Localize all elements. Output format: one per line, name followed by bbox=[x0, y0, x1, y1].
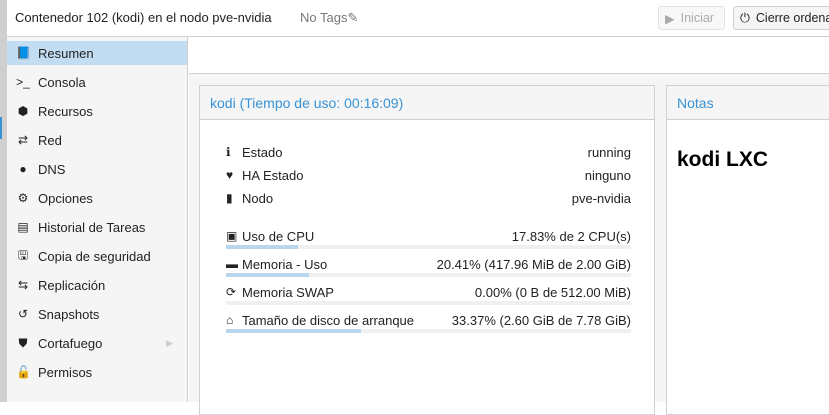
resource-label: Memoria - Uso bbox=[242, 256, 328, 272]
sidebar-item-opciones[interactable]: ⚙ Opciones bbox=[7, 186, 187, 210]
resource-progress-bar bbox=[226, 273, 631, 277]
sidebar-item-replicaci-n[interactable]: ⇆ Replicación bbox=[7, 273, 187, 297]
floppy-icon: 🖫 bbox=[17, 247, 29, 262]
book-icon: 📘 bbox=[16, 46, 31, 60]
start-label: Iniciar bbox=[680, 11, 714, 25]
page-title: Contenedor 102 (kodi) en el nodo pve-nvi… bbox=[15, 10, 272, 25]
notes-title: Notas bbox=[667, 86, 829, 120]
start-button[interactable]: ▶ Iniciar bbox=[658, 6, 725, 30]
shield-icon: ⛊ bbox=[18, 335, 28, 350]
resource-row: ⌂ Tamaño de disco de arranque 33.37% (2.60… bbox=[226, 310, 631, 330]
shutdown-button[interactable]: ⏻ Cierre ordenado bbox=[733, 6, 829, 30]
progress-fill bbox=[226, 273, 309, 277]
resource-row: ⟳ Memoria SWAP 0.00% (0 B de 512.00 MiB) bbox=[226, 282, 631, 302]
sidebar-item-label: Resumen bbox=[38, 45, 94, 61]
info-value: running bbox=[587, 144, 631, 160]
retweet-icon: ⇆ bbox=[17, 278, 29, 292]
resource-row: ▣ Uso de CPU 17.83% de 2 CPU(s) bbox=[226, 226, 631, 246]
resource-label: Tamaño de disco de arranque bbox=[242, 312, 415, 328]
progress-fill bbox=[226, 329, 362, 333]
server-icon: ▮ bbox=[226, 191, 233, 205]
sidebar-item-consola[interactable]: >_ Consola bbox=[7, 70, 187, 94]
notes-panel: Notas kodi LXC bbox=[666, 85, 829, 415]
resource-value: 20.41% (417.96 MiB de 2.00 GiB) bbox=[436, 256, 631, 272]
heartbeat-icon: ♥ bbox=[226, 168, 234, 182]
hdd-icon: ⌂ bbox=[226, 313, 234, 327]
selection-marker bbox=[0, 117, 2, 139]
sidebar-item-label: Consola bbox=[38, 74, 86, 90]
list-icon: ▤ bbox=[17, 220, 29, 234]
info-value: pve-nvidia bbox=[571, 190, 631, 206]
sidebar-item-snapshots[interactable]: ↺ Snapshots bbox=[7, 302, 187, 326]
sidebar-item-label: DNS bbox=[38, 161, 66, 177]
header: Contenedor 102 (kodi) en el nodo pve-nvi… bbox=[7, 0, 829, 37]
sidebar-item-label: Replicación bbox=[38, 277, 106, 293]
summary-panel: kodi (Tiempo de uso: 00:16:09) ℹ Estado ru… bbox=[199, 85, 655, 415]
info-value: ninguno bbox=[584, 167, 631, 183]
power-icon: ⏻ bbox=[740, 10, 750, 25]
resource-value: 17.83% de 2 CPU(s) bbox=[511, 228, 631, 244]
sidebar-item-label: Recursos bbox=[38, 103, 93, 119]
expand-arrow-icon[interactable]: ▶ bbox=[166, 337, 173, 348]
resource-label: Memoria SWAP bbox=[242, 284, 334, 300]
sidebar-item-red[interactable]: ⇄ Red bbox=[7, 128, 187, 152]
sidebar: 📘 Resumen >_ Consola ⬢ Recursos ⇄ Red ● DNS ⚙ Opcio… bbox=[7, 37, 188, 402]
resource-label: Uso de CPU bbox=[242, 228, 315, 244]
sidebar-item-copia-de-seguridad[interactable]: 🖫 Copia de seguridad bbox=[7, 244, 187, 268]
shutdown-label: Cierre ordenado bbox=[755, 11, 829, 25]
sidebar-item-label: Cortafuego bbox=[38, 335, 103, 351]
notes-content[interactable]: kodi LXC bbox=[677, 148, 769, 171]
tags-label: No Tags bbox=[300, 10, 348, 25]
resource-progress-bar bbox=[226, 245, 631, 249]
tags-edit[interactable]: No Tags✎ bbox=[300, 10, 358, 26]
refresh-icon: ⟳ bbox=[226, 285, 237, 299]
pencil-icon: ✎ bbox=[347, 10, 359, 25]
exchange-icon: ⇄ bbox=[17, 133, 29, 147]
sidebar-item-dns[interactable]: ● DNS bbox=[7, 157, 187, 181]
globe-icon: ● bbox=[19, 162, 27, 176]
sidebar-item-permisos[interactable]: 🔓 Permisos bbox=[7, 360, 187, 384]
info-icon: ℹ bbox=[226, 145, 231, 159]
resource-value: 33.37% (2.60 GiB de 7.78 GiB) bbox=[451, 312, 631, 328]
cpu-icon: ▣ bbox=[226, 229, 238, 243]
info-row: ♥ HA Estado ninguno bbox=[226, 165, 631, 185]
sidebar-item-resumen[interactable]: 📘 Resumen bbox=[7, 41, 187, 65]
info-row: ▮ Nodo pve-nvidia bbox=[226, 188, 631, 208]
unlock-icon: 🔓 bbox=[16, 365, 31, 379]
terminal-icon: >_ bbox=[16, 75, 30, 89]
progress-fill bbox=[226, 245, 299, 249]
history-icon: ↺ bbox=[17, 307, 29, 321]
cube-icon: ⬢ bbox=[17, 104, 29, 118]
sidebar-item-label: Copia de seguridad bbox=[38, 248, 151, 264]
info-label: Estado bbox=[242, 144, 283, 160]
summary-title: kodi (Tiempo de uso: 00:16:09) bbox=[200, 86, 654, 120]
sidebar-item-label: Permisos bbox=[38, 364, 93, 380]
info-label: Nodo bbox=[242, 190, 274, 206]
resource-value: 0.00% (0 B de 512.00 MiB) bbox=[474, 284, 631, 300]
sidebar-item-label: Historial de Tareas bbox=[38, 219, 146, 235]
play-icon: ▶ bbox=[665, 11, 675, 26]
sidebar-item-historial-de-tareas[interactable]: ▤ Historial de Tareas bbox=[7, 215, 187, 239]
sidebar-item-recursos[interactable]: ⬢ Recursos bbox=[7, 99, 187, 123]
toolbar bbox=[189, 37, 829, 74]
resource-progress-bar bbox=[226, 329, 631, 333]
resource-progress-bar bbox=[226, 301, 631, 305]
memory-icon: ▬ bbox=[226, 257, 238, 271]
sidebar-item-label: Snapshots bbox=[38, 306, 100, 322]
info-label: HA Estado bbox=[242, 167, 304, 183]
info-row: ℹ Estado running bbox=[226, 142, 631, 162]
resource-row: ▬ Memoria - Uso 20.41% (417.96 MiB de 2.00… bbox=[226, 254, 631, 274]
sidebar-item-label: Opciones bbox=[38, 190, 93, 206]
main-content: kodi (Tiempo de uso: 00:16:09) ℹ Estado ru… bbox=[189, 74, 829, 415]
left-edge-strip bbox=[0, 0, 7, 402]
sidebar-item-cortafuego[interactable]: ⛊ Cortafuego ▶ bbox=[7, 331, 187, 355]
gear-icon: ⚙ bbox=[17, 191, 29, 205]
sidebar-item-label: Red bbox=[38, 132, 62, 148]
